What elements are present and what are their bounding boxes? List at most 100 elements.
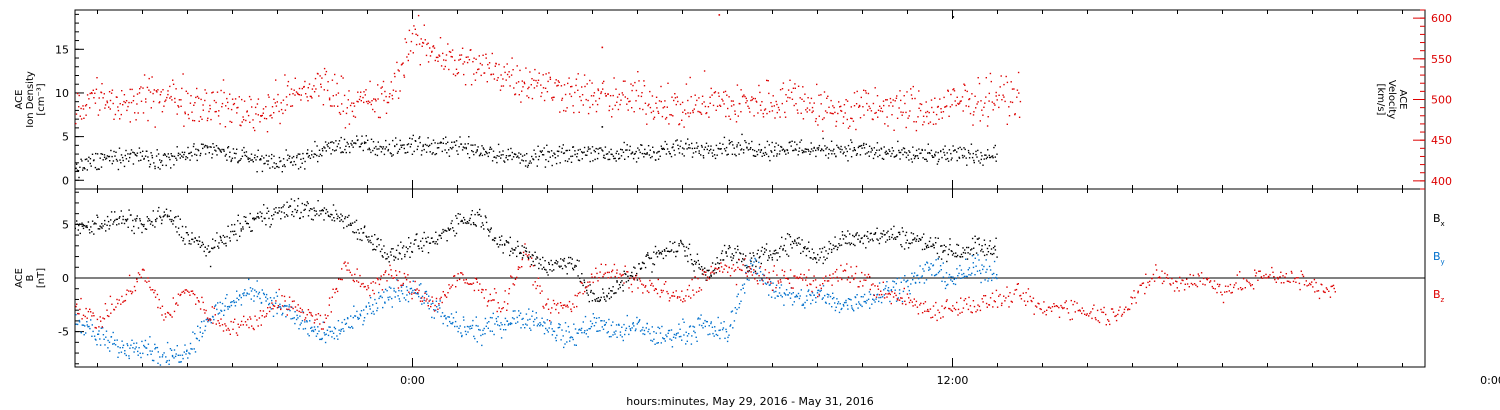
data-point: [146, 150, 148, 152]
data-point: [806, 248, 808, 250]
data-point: [841, 234, 844, 236]
data-point: [75, 305, 77, 308]
data-point: [409, 293, 411, 295]
data-point: [356, 238, 359, 240]
data-point: [779, 150, 781, 152]
data-point: [254, 289, 256, 291]
data-point: [188, 242, 190, 245]
data-point: [712, 149, 715, 151]
data-point: [916, 235, 919, 237]
data-point: [356, 280, 358, 282]
data-point: [175, 157, 177, 159]
data-point: [183, 351, 185, 353]
data-point: [832, 292, 834, 294]
data-point: [85, 104, 88, 106]
data-point: [398, 271, 401, 273]
data-point: [159, 168, 161, 170]
data-point: [989, 240, 991, 242]
data-point: [416, 148, 418, 151]
data-point: [428, 242, 431, 244]
data-point: [372, 310, 374, 313]
data-point: [96, 214, 98, 216]
data-point: [179, 153, 181, 156]
data-point: [141, 155, 143, 157]
data-point: [853, 147, 855, 149]
data-point: [296, 155, 298, 157]
data-point: [617, 288, 620, 290]
data-point: [131, 339, 133, 341]
data-point: [280, 211, 283, 213]
data-point: [736, 295, 738, 298]
data-point: [728, 115, 730, 117]
data-point: [257, 149, 259, 151]
data-point: [348, 269, 350, 271]
data-point: [307, 215, 310, 217]
data-point: [907, 117, 909, 119]
data-point: [301, 202, 303, 205]
data-point: [340, 75, 343, 77]
data-point: [404, 255, 406, 258]
data-point: [207, 117, 209, 119]
data-point: [942, 111, 945, 113]
data-point: [897, 297, 899, 299]
data-point: [152, 100, 155, 103]
data-point: [777, 106, 780, 109]
data-point: [107, 347, 109, 349]
data-point: [679, 103, 682, 106]
data-point: [616, 281, 618, 283]
data-point: [981, 155, 983, 157]
data-point: [594, 300, 597, 302]
data-point: [751, 96, 753, 98]
data-point: [276, 312, 278, 315]
data-point: [234, 157, 236, 159]
data-point: [923, 233, 925, 235]
data-point: [153, 359, 155, 362]
data-point: [448, 228, 450, 231]
data-point: [137, 112, 139, 114]
data-point: [185, 226, 187, 228]
data-point: [982, 251, 984, 253]
data-point: [602, 292, 605, 294]
data-point: [819, 248, 821, 250]
data-point: [797, 242, 800, 244]
data-point: [261, 212, 263, 215]
data-point: [623, 270, 625, 272]
data-point: [331, 296, 333, 298]
data-point: [201, 118, 203, 120]
data-point: [257, 325, 259, 327]
data-point: [640, 95, 643, 98]
data-point: [643, 329, 646, 332]
data-point: [397, 295, 399, 297]
data-point: [649, 157, 652, 159]
data-point: [151, 359, 154, 362]
data-point: [645, 327, 647, 329]
data-point: [415, 289, 417, 291]
data-point: [834, 302, 836, 304]
data-point: [150, 353, 152, 355]
data-point: [300, 99, 302, 101]
data-point: [432, 46, 434, 48]
data-point: [839, 303, 841, 305]
data-point: [286, 314, 288, 316]
data-point: [163, 211, 165, 213]
data-point: [333, 150, 336, 152]
data-point: [734, 153, 736, 156]
data-point: [240, 304, 243, 306]
data-point: [903, 147, 906, 150]
data-point: [668, 251, 671, 253]
data-point: [315, 335, 318, 337]
data-point: [226, 97, 228, 100]
data-point: [416, 233, 418, 235]
data-point: [918, 107, 920, 109]
data-point: [641, 152, 643, 155]
data-point: [465, 278, 467, 281]
data-point: [748, 279, 750, 281]
data-point: [837, 303, 839, 305]
data-point: [797, 85, 800, 87]
data-point: [956, 254, 959, 257]
data-point: [658, 100, 661, 102]
data-point: [929, 268, 931, 270]
data-point: [929, 152, 931, 155]
data-point: [380, 87, 382, 89]
data-point: [504, 161, 506, 163]
